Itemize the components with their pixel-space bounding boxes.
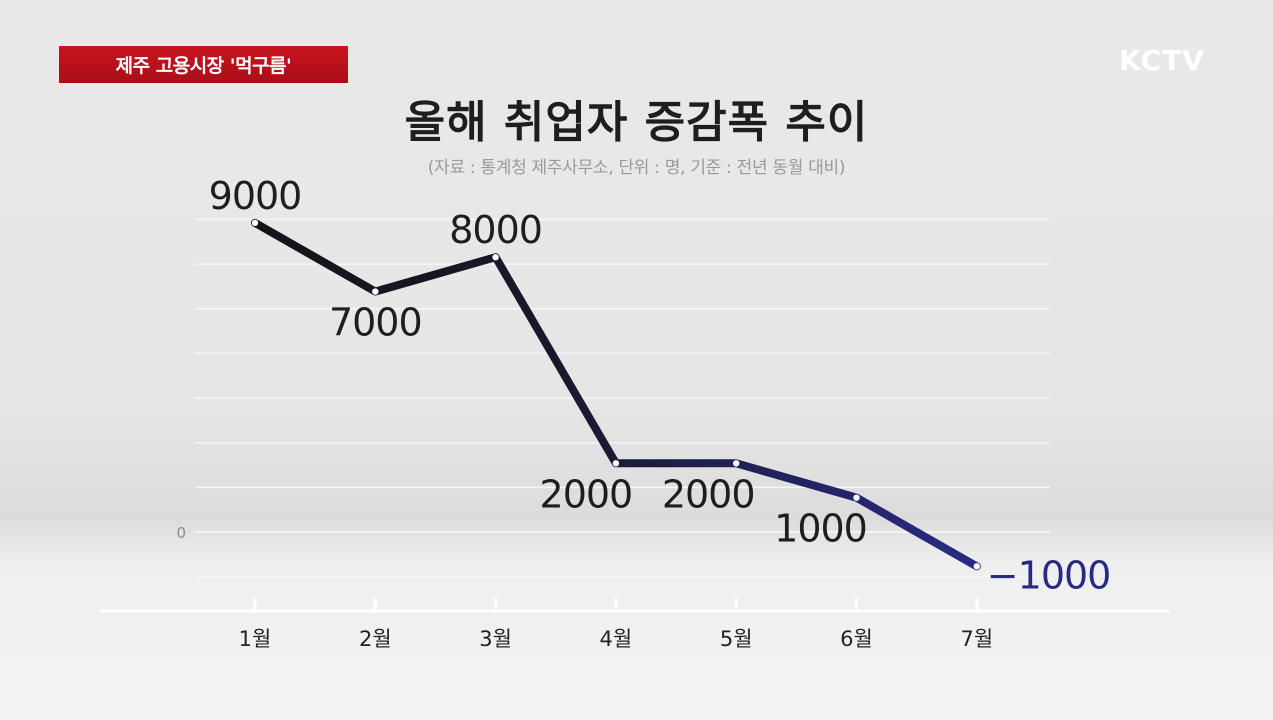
data-label-5: 1000: [774, 507, 867, 551]
x-tick-label-5: 6월: [840, 627, 873, 651]
x-tick-label-3: 4월: [600, 627, 633, 651]
x-tick-label-6: 7월: [960, 627, 993, 651]
data-point-5: [853, 494, 860, 501]
data-label-1: 7000: [329, 301, 422, 345]
data-label-4: 2000: [662, 472, 755, 516]
news-topic-tag-label: 제주 고용시장 '먹구름': [115, 55, 292, 77]
grid-lines: 0: [176, 218, 1050, 578]
x-axis: 1월 2월 3월 4월 5월 6월 7월: [100, 598, 1170, 651]
x-tick-label-0: 1월: [239, 627, 272, 651]
chart-subtitle: (자료 : 통계청 제주사무소, 단위 : 명, 기준 : 전년 동월 대비): [427, 158, 846, 178]
y-tick-label-0: 0: [176, 524, 186, 542]
x-tick-label-4: 5월: [720, 627, 753, 651]
x-tick-label-2: 3월: [479, 627, 512, 651]
data-point-3: [612, 460, 620, 467]
data-labels: 9000 7000 8000 2000 2000 1000 −1000: [209, 174, 1112, 597]
data-point-2: [492, 254, 499, 261]
data-label-2: 8000: [449, 208, 542, 252]
data-point-4: [733, 460, 740, 467]
kctv-logo-text: KCTV: [1119, 44, 1205, 77]
data-point-0: [251, 219, 259, 227]
series-line: [251, 218, 981, 571]
data-point-1: [372, 288, 379, 295]
data-label-3: 2000: [540, 472, 633, 516]
kctv-logo: KCTV: [1107, 44, 1217, 78]
chart-title: 올해 취업자 증감폭 추이: [404, 97, 869, 148]
x-tick-label-1: 2월: [359, 627, 392, 651]
data-label-0: 9000: [209, 174, 302, 218]
data-point-6: [973, 563, 980, 570]
news-topic-tag: 제주 고용시장 '먹구름': [59, 46, 348, 83]
data-label-6: −1000: [987, 553, 1111, 597]
